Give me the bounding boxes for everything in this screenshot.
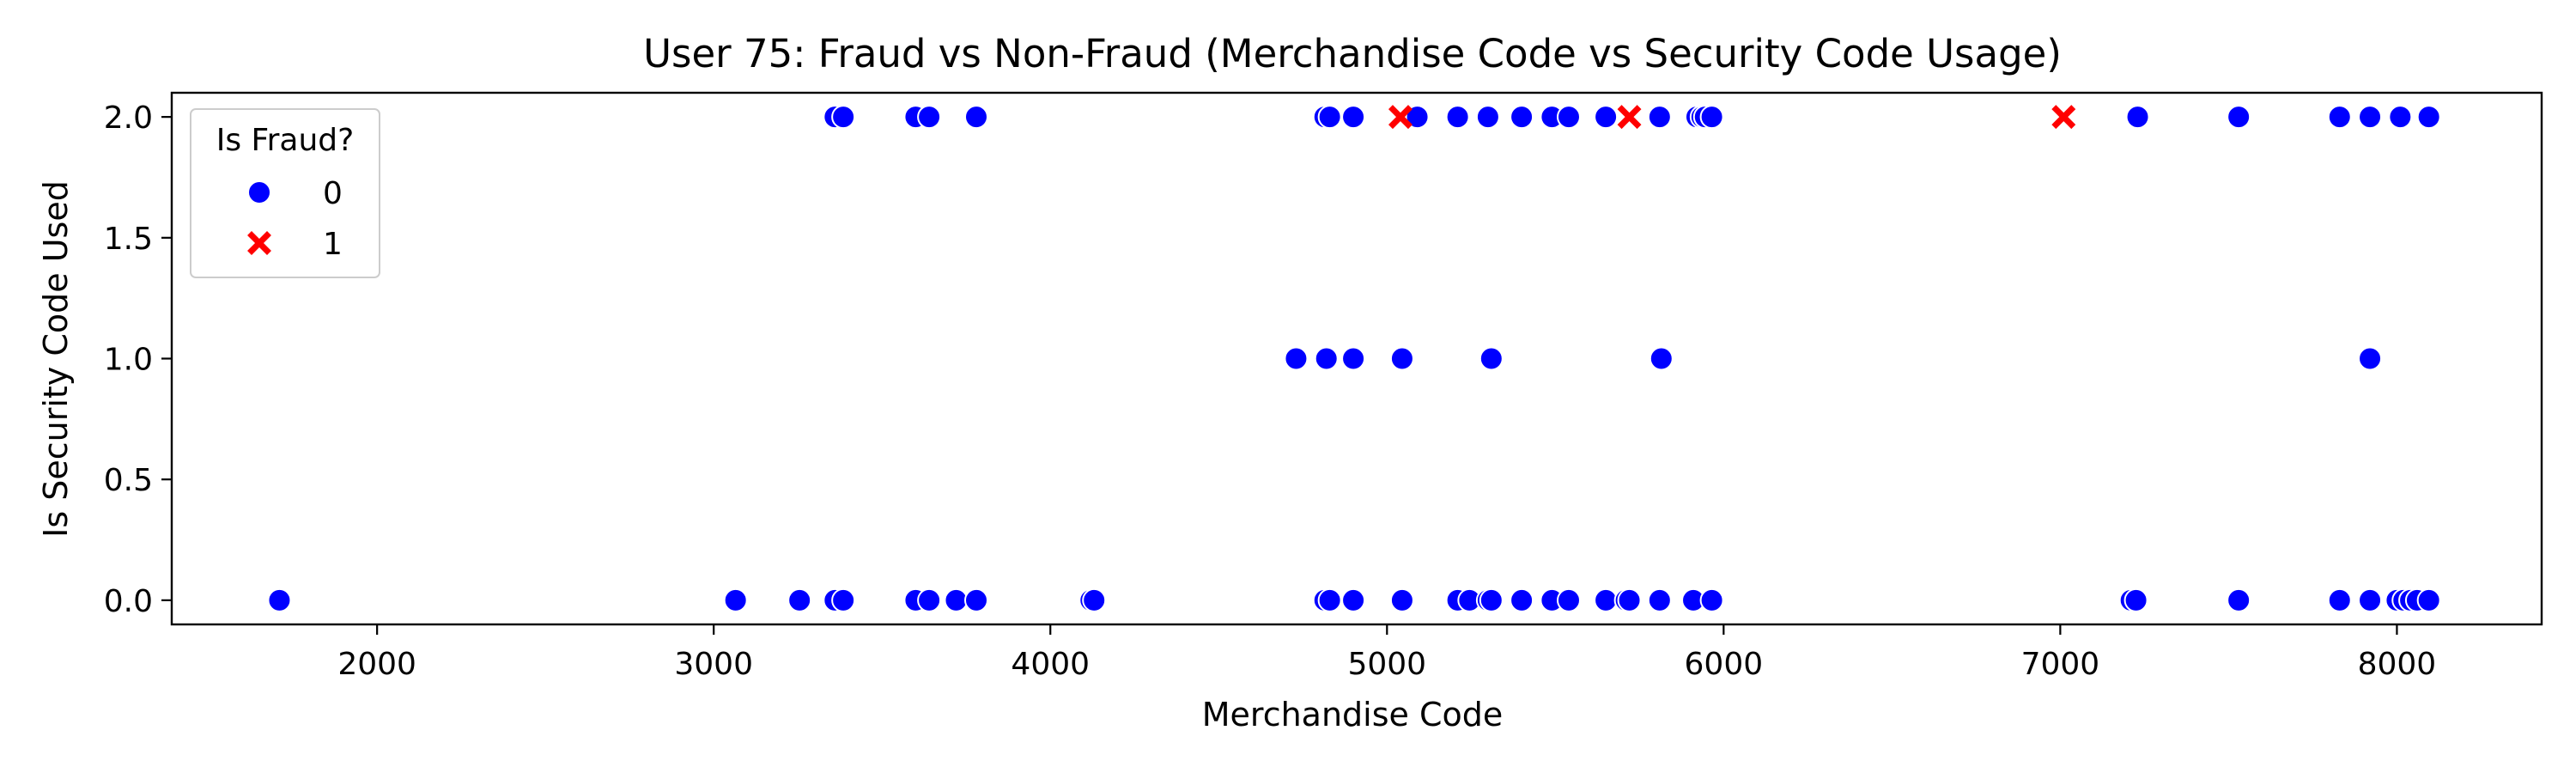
data-point xyxy=(2227,105,2251,130)
data-point xyxy=(944,587,969,612)
data-point xyxy=(1649,346,1674,371)
data-point xyxy=(2358,105,2383,130)
data-point xyxy=(723,587,748,612)
y-tick-label: 2.0 xyxy=(104,100,153,136)
series-1 xyxy=(1388,105,2076,130)
data-point xyxy=(917,105,942,130)
data-point xyxy=(2051,105,2076,130)
data-point xyxy=(1389,587,1414,612)
x-tick-label: 8000 xyxy=(2358,647,2437,682)
data-point xyxy=(1405,105,1430,130)
data-point xyxy=(1647,587,1672,612)
legend-title: Is Fraud? xyxy=(216,123,355,158)
data-point xyxy=(1594,105,1619,130)
data-point xyxy=(2358,346,2383,371)
data-point xyxy=(1389,346,1414,371)
data-point xyxy=(963,105,988,130)
data-point xyxy=(247,231,271,255)
data-point xyxy=(1556,587,1581,612)
x-tick-label: 4000 xyxy=(1011,647,1090,682)
data-point xyxy=(1341,346,1366,371)
data-point xyxy=(1479,587,1504,612)
data-point xyxy=(1317,105,1342,130)
y-tick-label: 0.5 xyxy=(104,463,153,498)
data-point xyxy=(1510,105,1534,130)
data-point xyxy=(1314,346,1339,371)
data-point xyxy=(2123,587,2148,612)
data-point xyxy=(2125,105,2150,130)
data-point xyxy=(917,587,942,612)
data-point xyxy=(1699,587,1724,612)
x-tick-label: 6000 xyxy=(1685,647,1764,682)
data-point xyxy=(1475,105,1500,130)
data-point xyxy=(1445,105,1470,130)
data-point xyxy=(787,587,812,612)
y-tick-label: 0.0 xyxy=(104,584,153,619)
data-point-stroke xyxy=(1388,105,1413,130)
x-tick-label: 5000 xyxy=(1347,647,1426,682)
data-point xyxy=(2388,105,2413,130)
x-axis-label: Merchandise Code xyxy=(1202,696,1504,733)
legend-label: 1 xyxy=(323,227,343,262)
x-tick-label: 3000 xyxy=(674,647,753,682)
data-point xyxy=(1317,587,1342,612)
data-point-stroke xyxy=(1617,105,1642,130)
y-tick-label: 1.0 xyxy=(104,343,153,378)
data-point xyxy=(1341,587,1366,612)
data-point xyxy=(1556,105,1581,130)
data-point-stroke xyxy=(2051,105,2076,130)
data-point xyxy=(2327,587,2352,612)
data-point xyxy=(1594,587,1619,612)
data-point xyxy=(963,587,988,612)
data-point xyxy=(1647,105,1672,130)
series-0 xyxy=(267,105,2441,612)
data-point xyxy=(2327,105,2352,130)
data-point xyxy=(1341,105,1366,130)
plot-area: 2000 3000 4000 5000 6000 7000 8000 0.0 0.5 1.0 1.5… xyxy=(104,91,2543,682)
chart-title: User 75: Fraud vs Non-Fraud (Merchandise… xyxy=(643,31,2062,76)
data-point xyxy=(1479,346,1504,371)
data-point-stroke xyxy=(247,231,271,255)
legend-box xyxy=(190,108,380,278)
data-point xyxy=(2227,587,2251,612)
data-point xyxy=(1617,587,1642,612)
legend-label: 0 xyxy=(323,176,343,211)
data-point xyxy=(1284,346,1309,371)
data-point xyxy=(1699,105,1724,130)
data-point xyxy=(831,587,856,612)
data-point xyxy=(1388,105,1413,130)
y-axis-label: Is Security Code Used xyxy=(37,180,75,538)
data-point xyxy=(2416,587,2441,612)
x-tick-label: 2000 xyxy=(337,647,416,682)
data-point xyxy=(1082,587,1107,612)
data-point xyxy=(831,105,856,130)
data-point xyxy=(1510,587,1534,612)
data-point xyxy=(2358,587,2383,612)
data-point xyxy=(2416,105,2441,130)
data-point xyxy=(247,180,271,204)
data-point xyxy=(267,587,292,612)
x-tick-label: 7000 xyxy=(2021,647,2100,682)
legend: Is Fraud? 0 1 xyxy=(190,108,380,278)
y-tick-label: 1.5 xyxy=(104,222,153,257)
data-point xyxy=(1617,105,1642,130)
